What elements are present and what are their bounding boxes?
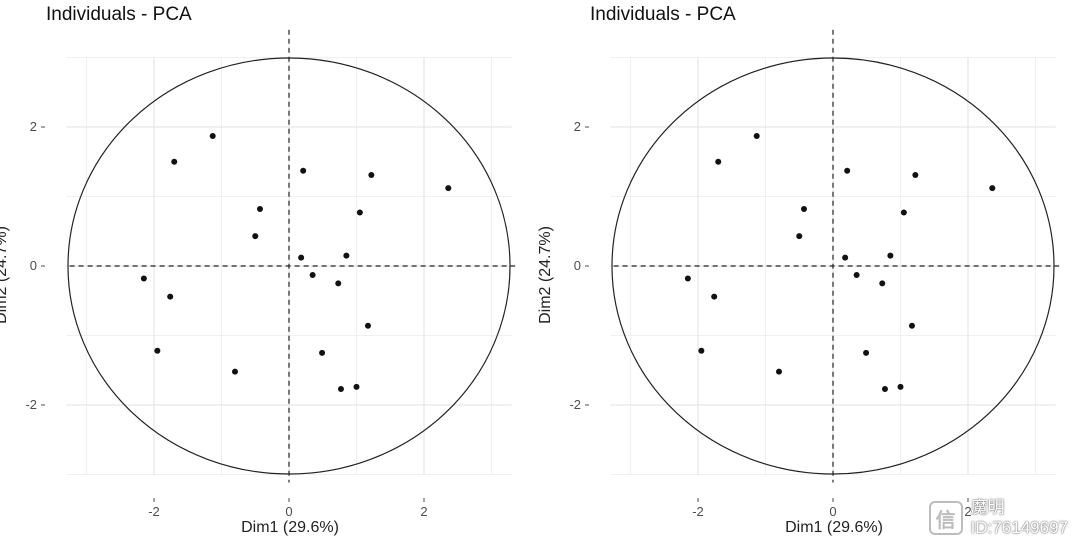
data-point [364, 322, 371, 329]
pca-panel-right: Individuals - PCA -2 0 2 -2 0 2 Dim2 (24.7%) … [537, 0, 1080, 546]
watermark-name: 魔明 [970, 498, 1005, 517]
pca-plot-right: -2 0 2 -2 0 2 [569, 29, 1060, 519]
data-point [900, 209, 907, 216]
data-point [912, 171, 919, 178]
watermark-logo-icon: 信 [928, 501, 963, 535]
x-tick-label: 2 [420, 504, 427, 519]
data-point [368, 171, 375, 178]
x-tick-label: 0 [829, 504, 836, 519]
y-tick-label: 0 [574, 258, 581, 273]
data-point [167, 293, 174, 300]
data-point [356, 209, 363, 216]
data-point [796, 233, 803, 240]
data-point [776, 368, 782, 375]
pca-plot-left: -2 0 2 -2 0 2 [25, 29, 516, 519]
y-axis-label: Dim2 (24.7%) [537, 226, 554, 324]
data-point [879, 280, 886, 287]
data-point [711, 293, 718, 300]
watermark: 信 魔明 ID:76149697 [928, 498, 1068, 538]
data-point [343, 252, 350, 259]
data-point [863, 349, 870, 356]
data-point [753, 133, 760, 140]
data-point [256, 206, 263, 213]
x-tick-label: -2 [148, 504, 160, 519]
data-point [887, 252, 894, 259]
data-point [715, 158, 722, 165]
data-point [908, 322, 915, 329]
chart-title: Individuals - PCA [46, 4, 192, 25]
chart-title: Individuals - PCA [590, 4, 736, 25]
data-point [842, 254, 849, 261]
data-point [335, 280, 342, 287]
y-tick-label: -2 [25, 397, 37, 412]
data-point [989, 185, 996, 192]
data-point [298, 254, 305, 261]
x-tick-label: 2 [964, 504, 971, 519]
x-axis-label: Dim1 (29.6%) [785, 519, 883, 536]
data-point [353, 383, 360, 390]
y-tick-label: 2 [574, 119, 581, 134]
data-point [209, 133, 216, 140]
data-point [897, 383, 904, 390]
data-point [171, 158, 178, 165]
x-tick-label: 0 [285, 504, 292, 519]
data-point [300, 167, 307, 174]
y-tick-label: 0 [30, 258, 37, 273]
data-point [337, 386, 344, 393]
data-point [140, 275, 147, 282]
data-point [252, 233, 259, 240]
data-point [800, 206, 807, 213]
data-point [844, 167, 851, 174]
data-point [154, 347, 161, 354]
y-tick-label: 2 [30, 119, 37, 134]
data-point [445, 185, 452, 192]
data-point [232, 368, 238, 375]
data-point [309, 272, 316, 279]
y-tick-label: -2 [569, 397, 581, 412]
data-point [684, 275, 691, 282]
data-point [853, 272, 860, 279]
x-axis-label: Dim1 (29.6%) [241, 519, 339, 536]
watermark-id: ID:76149697 [970, 518, 1068, 537]
y-axis-label: Dim2 (24.7%) [0, 226, 10, 324]
data-point [319, 349, 326, 356]
data-point [881, 386, 888, 393]
pca-panel-left: Individuals - PCA -2 0 2 -2 0 2 Dim2 (24.7%) … [0, 4, 516, 536]
data-point [698, 347, 705, 354]
x-tick-label: -2 [692, 504, 704, 519]
